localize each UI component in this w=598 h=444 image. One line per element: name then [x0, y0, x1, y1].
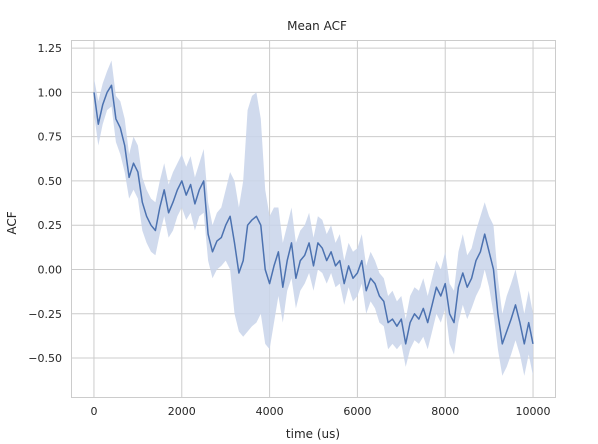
y-tick-label: 0.25	[38, 219, 63, 232]
x-tick-labels: 0 2000 4000 6000 8000 10000	[90, 405, 550, 418]
series-line	[93, 84, 534, 345]
y-tick-label: 1.00	[38, 86, 63, 99]
x-tick-label: 2000	[168, 405, 196, 418]
y-tick-label: 0.00	[38, 263, 63, 276]
y-axis-label: ACF	[5, 211, 19, 234]
y-tick-label: 1.25	[38, 42, 63, 55]
chart-title: Mean ACF	[287, 19, 347, 33]
x-tick-label: 10000	[516, 405, 551, 418]
plot-frame	[71, 40, 556, 398]
x-tick-label: 4000	[256, 405, 284, 418]
x-tick-label: 6000	[343, 405, 371, 418]
y-tick-label: 0.75	[38, 131, 63, 144]
y-tick-label: −0.50	[28, 352, 62, 365]
y-tick-label: −0.25	[28, 308, 62, 321]
x-axis-label: time (us)	[286, 427, 340, 441]
x-tick-label: 0	[90, 405, 97, 418]
confidence-band	[94, 60, 533, 376]
y-tick-labels: −0.50 −0.25 0.00 0.25 0.50 0.75 1.00 1.25	[28, 42, 62, 365]
y-tick-label: 0.50	[38, 175, 63, 188]
x-tick-label: 8000	[431, 405, 459, 418]
